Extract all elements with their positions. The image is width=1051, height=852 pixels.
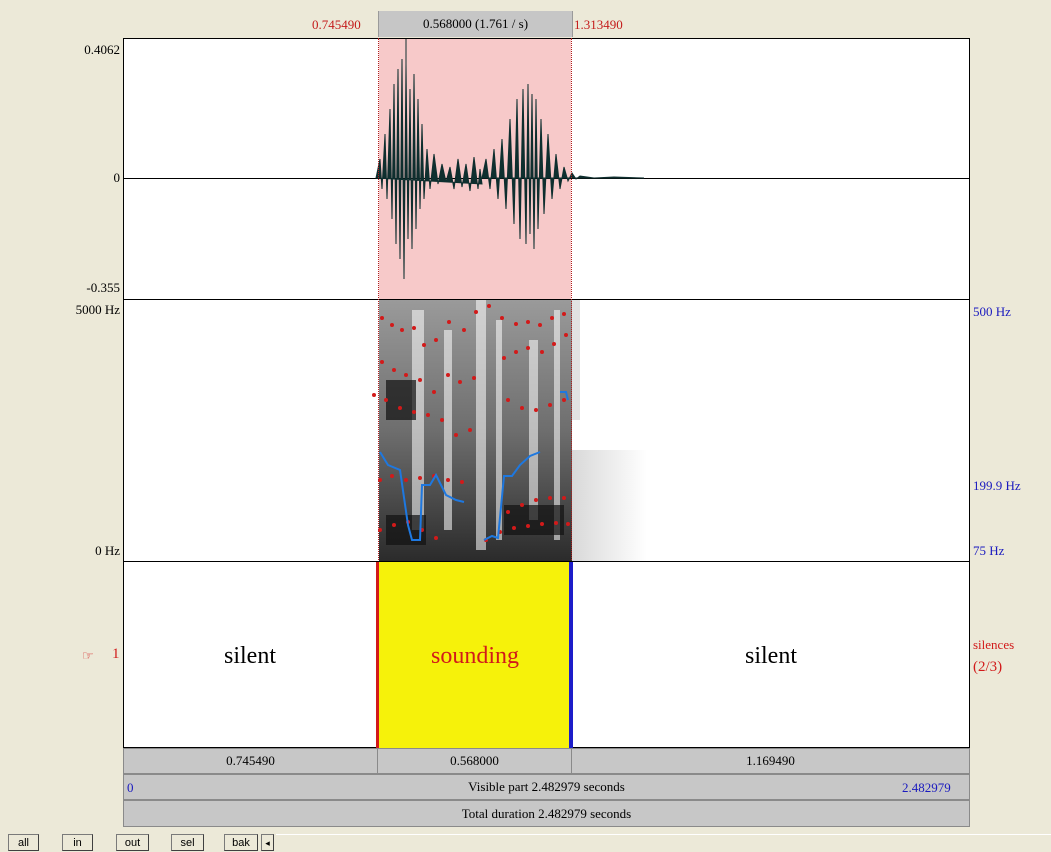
scroll-left-icon[interactable]: ◂ <box>261 834 274 851</box>
zoom-selection-button[interactable]: sel <box>171 834 204 851</box>
selection-end-time: 1.313490 <box>574 17 623 32</box>
duration-right-button[interactable]: 1.169490 <box>571 748 970 774</box>
waveform-zero-label: 0 <box>113 170 121 185</box>
selection-end-line <box>571 38 572 562</box>
zoom-in-button[interactable]: in <box>62 834 93 851</box>
tier-pointer-icon: ☞ <box>82 648 94 663</box>
tier-name: silences <box>973 637 1015 652</box>
tier-count: (2/3) <box>973 659 1003 675</box>
interval-sounding-selected[interactable] <box>379 562 571 748</box>
pitch-mid-label: 199.9 Hz <box>973 478 1021 493</box>
duration-middle-button[interactable]: 0.568000 <box>377 748 572 774</box>
duration-left-button[interactable]: 0.745490 <box>123 748 378 774</box>
horizontal-scrollbar[interactable] <box>276 834 1051 852</box>
tier-number[interactable]: 1 <box>112 646 120 662</box>
interval-silent-1-label[interactable]: silent <box>224 643 276 669</box>
interval-boundary-left[interactable] <box>376 562 379 748</box>
spectrogram-bottom-label: 0 Hz <box>95 543 120 558</box>
interval-boundary-right[interactable] <box>569 562 573 748</box>
pitch-top-label: 500 Hz <box>973 304 1011 319</box>
waveform-max-label: 0.4062 <box>84 42 120 57</box>
zoom-back-button[interactable]: bak <box>224 834 258 851</box>
pitch-bottom-label: 75 Hz <box>973 543 1005 558</box>
waveform-min-label: -0.355 <box>86 280 120 295</box>
spectrogram-graph <box>372 300 647 561</box>
visible-start-time: 0 <box>127 780 134 795</box>
spectrogram-top-label: 5000 Hz <box>75 302 120 317</box>
selection-duration-button[interactable]: 0.568000 (1.761 / s) <box>378 11 573 37</box>
visible-end-time: 2.482979 <box>902 780 951 795</box>
selection-start-line <box>378 38 379 562</box>
zoom-out-button[interactable]: out <box>116 834 149 851</box>
visible-part-button[interactable]: Visible part 2.482979 seconds <box>123 774 970 800</box>
interval-silent-2-label[interactable]: silent <box>745 643 797 669</box>
selection-start-time: 0.745490 <box>312 17 361 32</box>
zoom-all-button[interactable]: all <box>8 834 39 851</box>
interval-sounding-label[interactable]: sounding <box>430 643 519 669</box>
waveform-graph <box>375 39 645 280</box>
total-duration-button[interactable]: Total duration 2.482979 seconds <box>123 800 970 827</box>
